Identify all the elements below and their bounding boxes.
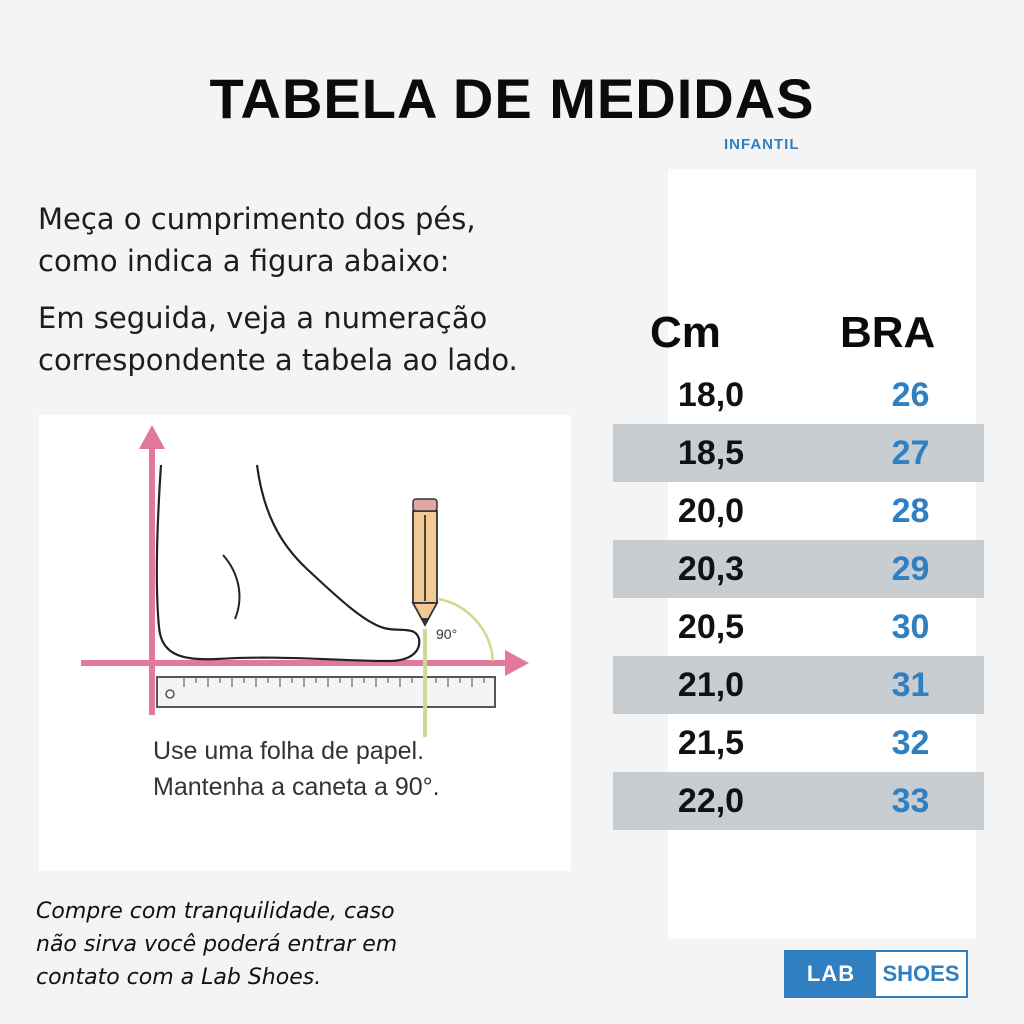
page-subtitle: INFANTIL: [724, 136, 800, 153]
bra-size: 33: [891, 782, 930, 820]
cm-value: 21,5: [677, 724, 745, 762]
foot-ankle-line: [222, 554, 241, 620]
table-row: 18,5 27: [613, 424, 984, 482]
bra-size: 28: [891, 492, 930, 530]
bra-size: 31: [891, 666, 930, 704]
cm-value: 18,0: [677, 376, 745, 414]
illustration-caption: Mantenha a caneta a 90°.: [153, 773, 440, 801]
table-row: 20,3 29: [613, 540, 984, 598]
bra-size: 32: [891, 724, 930, 762]
footer-line: não sirva você poderá entrar em: [36, 932, 398, 957]
ruler-hole-icon: [165, 689, 175, 699]
cm-value: 20,5: [677, 608, 745, 646]
angle-arc: [438, 597, 495, 662]
bra-size: 27: [891, 434, 930, 472]
instruction-line: como indica a figura abaixo:: [38, 244, 450, 278]
arrow-right-icon: [505, 650, 529, 676]
footer-line: Compre com tranquilidade, caso: [36, 899, 395, 924]
footer-note: Compre com tranquilidade, caso não sirva…: [36, 895, 397, 994]
instruction-line: Em seguida, veja a numeração: [38, 301, 488, 335]
logo-right: SHOES: [882, 961, 960, 986]
instruction-line: correspondente a tabela ao lado.: [38, 343, 518, 377]
instruction-compare: Em seguida, veja a numeração corresponde…: [38, 297, 518, 381]
arrow-up-icon: [139, 425, 165, 449]
bra-size: 30: [891, 608, 930, 646]
measurement-illustration: 90° Use uma folha de papel. Mantenha a c…: [39, 415, 571, 871]
size-table: 18,0 26 18,5 27 20,0 28 20,3 29 20,5 30 …: [613, 366, 984, 830]
cm-value: 21,0: [677, 666, 745, 704]
foot-measure-drawing: [81, 425, 529, 737]
instruction-measure: Meça o cumprimento dos pés, como indica …: [38, 198, 476, 282]
table-row: 20,5 30: [613, 598, 984, 656]
instruction-line: Meça o cumprimento dos pés,: [38, 202, 476, 236]
footer-line: contato com a Lab Shoes.: [36, 965, 322, 990]
cm-value: 22,0: [677, 782, 745, 820]
table-row: 22,0 33: [613, 772, 984, 830]
column-header-cm: Cm: [650, 308, 721, 357]
column-header-bra: BRA: [840, 308, 936, 357]
cm-value: 18,5: [677, 434, 745, 472]
bra-size: 26: [891, 376, 930, 414]
ruler-ticks: [183, 677, 485, 687]
table-row: 21,0 31: [613, 656, 984, 714]
foot-outline: [155, 464, 421, 663]
ruler: [156, 676, 496, 708]
illustration-caption: Use uma folha de papel.: [153, 737, 425, 765]
page-title: TABELA DE MEDIDAS: [209, 67, 815, 130]
cm-value: 20,3: [677, 550, 745, 588]
angle-label: 90°: [436, 626, 458, 642]
logo-left: LAB: [786, 952, 876, 996]
cm-value: 20,0: [677, 492, 745, 530]
lab-shoes-logo: LAB SHOES: [784, 950, 968, 998]
table-row: 21,5 32: [613, 714, 984, 772]
bra-size: 29: [891, 550, 930, 588]
table-row: 18,0 26: [613, 366, 984, 424]
table-row: 20,0 28: [613, 482, 984, 540]
